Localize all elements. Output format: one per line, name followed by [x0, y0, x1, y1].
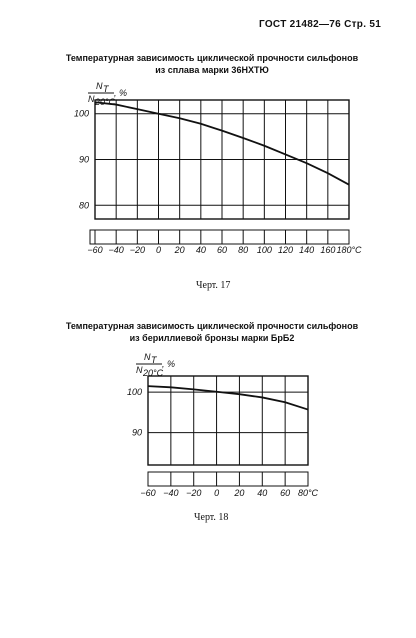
x-tick-label: −60 [87, 245, 102, 255]
x-tick-label: 40 [196, 245, 206, 255]
y-label-numerator-sub: T [103, 84, 110, 94]
figure1-title: Температурная зависимость циклической пр… [40, 52, 384, 76]
data-line [94, 101, 350, 186]
y-label-unit: , % [114, 88, 127, 98]
page-header: ГОСТ 21482—76 Стр. 51 [259, 19, 382, 30]
y-label-unit: , % [162, 359, 175, 369]
x-tick-label: −40 [163, 488, 178, 498]
y-label-numerator-sub: T [151, 355, 158, 365]
x-tick-label: 80 [238, 245, 248, 255]
data-line [147, 385, 309, 411]
y-label-numerator: N [144, 352, 151, 362]
x-tick-label: 180°C [336, 245, 362, 255]
figure2-title: Температурная зависимость циклической пр… [40, 320, 384, 344]
x-tick-label: 160 [320, 245, 335, 255]
x-tick-label: 20 [174, 245, 185, 255]
figure1-caption: Черт. 17 [196, 280, 231, 291]
x-tick-label: −40 [109, 245, 124, 255]
temperature-strip [147, 471, 309, 487]
y-label-denominator: N [136, 365, 143, 375]
x-tick-label: 0 [214, 488, 219, 498]
figure1-title-line1: Температурная зависимость циклической пр… [65, 53, 359, 63]
x-tick-label: 40 [257, 488, 267, 498]
x-tick-label: 80°C [298, 488, 319, 498]
plot-frame [147, 375, 309, 466]
x-tick-label: −20 [130, 245, 145, 255]
figure2-caption: Черт. 18 [194, 512, 229, 523]
x-tick-label: 120 [278, 245, 293, 255]
figure1-title-line2: из сплава марки 36НХТЮ [155, 65, 269, 75]
x-tick-label: 60 [280, 488, 290, 498]
y-label-numerator: N [96, 81, 103, 91]
x-tick-label: 100 [257, 245, 272, 255]
y-label-denominator-sub: 20°C [142, 368, 164, 378]
y-label-denominator-sub: 20°C [94, 97, 116, 107]
x-tick-label: 140 [299, 245, 314, 255]
y-tick-label: 100 [127, 387, 142, 397]
y-label-denominator: N [88, 94, 95, 104]
figure2-title-line2: из бериллиевой бронзы марки БрБ2 [129, 333, 295, 343]
figure2-title-line1: Температурная зависимость циклической пр… [65, 321, 359, 331]
y-tick-label: 90 [132, 428, 142, 438]
x-tick-label: −20 [186, 488, 201, 498]
y-tick-label: 90 [79, 155, 89, 165]
x-tick-label: −60 [140, 488, 155, 498]
x-tick-label: 20 [233, 488, 244, 498]
x-tick-label: 60 [217, 245, 227, 255]
x-tick-label: 0 [156, 245, 161, 255]
y-tick-label: 80 [79, 200, 89, 210]
y-tick-label: 100 [74, 109, 89, 119]
